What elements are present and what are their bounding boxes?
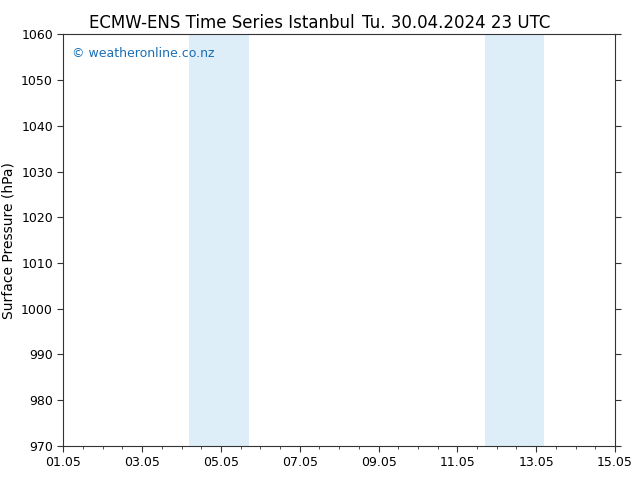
Bar xyxy=(485,34,544,446)
Text: Tu. 30.04.2024 23 UTC: Tu. 30.04.2024 23 UTC xyxy=(362,14,551,32)
Y-axis label: Surface Pressure (hPa): Surface Pressure (hPa) xyxy=(1,162,16,318)
Bar xyxy=(190,34,249,446)
Text: ECMW-ENS Time Series Istanbul: ECMW-ENS Time Series Istanbul xyxy=(89,14,354,32)
Text: © weatheronline.co.nz: © weatheronline.co.nz xyxy=(72,47,214,60)
